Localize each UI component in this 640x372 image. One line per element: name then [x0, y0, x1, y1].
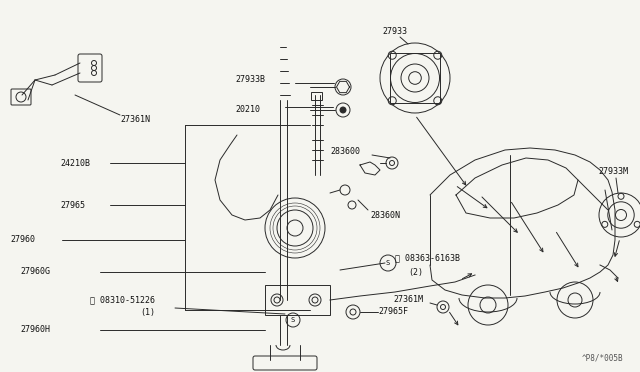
Text: 28360N: 28360N	[370, 211, 400, 219]
Text: 27361N: 27361N	[120, 115, 150, 124]
Text: S: S	[386, 260, 390, 266]
Text: 283600: 283600	[330, 148, 360, 157]
Text: (1): (1)	[140, 308, 155, 317]
Text: 20210: 20210	[235, 106, 260, 115]
Text: 27960G: 27960G	[20, 267, 50, 276]
Circle shape	[340, 107, 346, 113]
Text: 27933: 27933	[382, 28, 407, 36]
Text: 27965: 27965	[60, 201, 85, 209]
Text: 27960H: 27960H	[20, 326, 50, 334]
Text: Ⓢ 08310-51226: Ⓢ 08310-51226	[90, 295, 155, 305]
Text: (2): (2)	[408, 267, 423, 276]
Text: ^P8/*005B: ^P8/*005B	[582, 353, 623, 362]
Text: S: S	[291, 317, 295, 323]
Bar	[390, 53, 440, 103]
Bar	[311, 92, 322, 100]
Text: 27933M: 27933M	[598, 167, 628, 176]
Text: 27361M: 27361M	[393, 295, 423, 305]
Text: 24210B: 24210B	[60, 158, 90, 167]
Text: Ⓢ 08363-6163B: Ⓢ 08363-6163B	[395, 253, 460, 263]
Bar	[265, 285, 330, 315]
Text: 27960: 27960	[10, 235, 35, 244]
Text: 27933B: 27933B	[235, 76, 265, 84]
Text: 27965F: 27965F	[378, 308, 408, 317]
